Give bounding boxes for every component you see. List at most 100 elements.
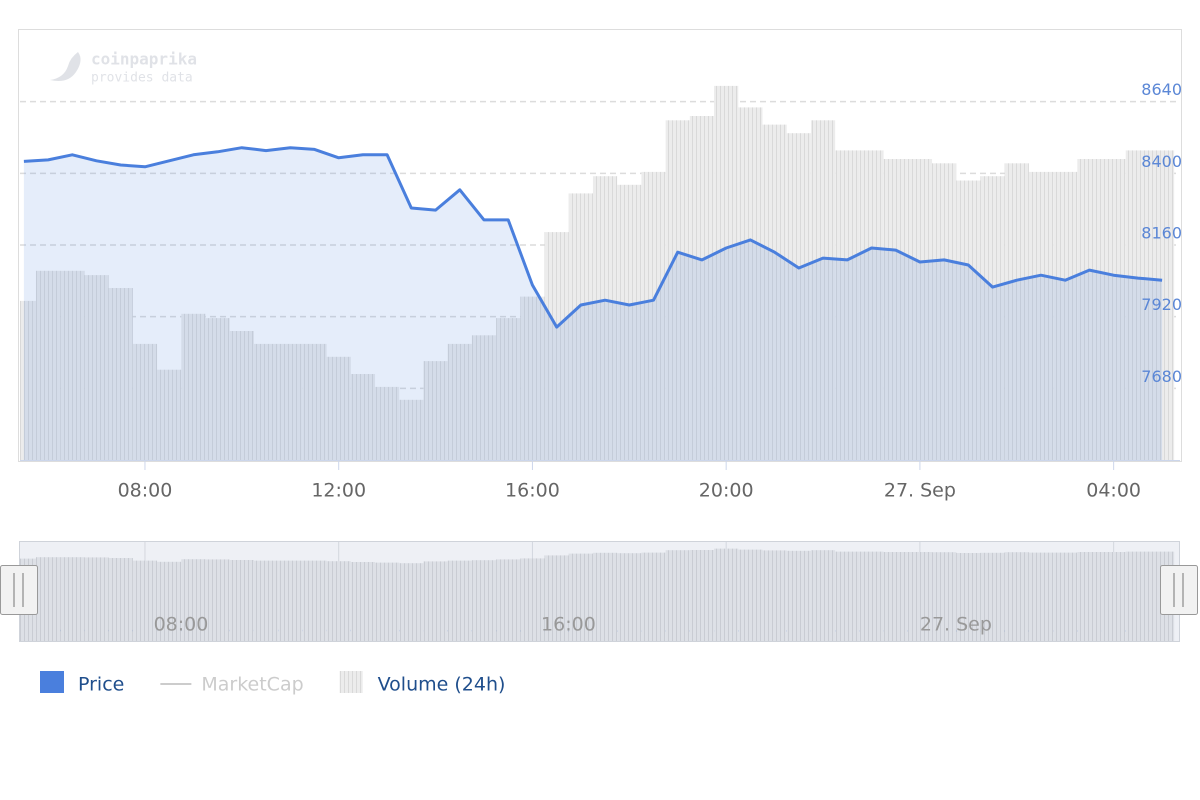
navigator-volume-bar (738, 549, 763, 641)
navigator-volume-bar (1077, 552, 1102, 641)
volume-bar (520, 296, 545, 460)
volume-bar (181, 313, 206, 460)
navigator-volume-bar (302, 560, 327, 641)
volume-bar (302, 343, 327, 460)
navigator-volume-bar (1053, 552, 1078, 641)
navigator-volume-bar (447, 560, 472, 641)
navigator-volume-bar (326, 561, 351, 641)
volume-bar (496, 318, 521, 460)
navigator-volume-bar (1028, 552, 1054, 641)
volume-bar (20, 300, 36, 460)
navigator-volume-bar (592, 552, 618, 641)
volume-bar (544, 232, 569, 460)
navigator-volume-bar (835, 551, 860, 641)
navigator-handle[interactable] (0, 565, 38, 615)
volume-bar (1028, 171, 1054, 460)
volume-bar (278, 343, 303, 460)
volume-bar (592, 176, 618, 460)
navigator-volume-bar (229, 560, 254, 641)
volume-bar (665, 120, 690, 461)
navigator-volume-bar (471, 560, 497, 641)
volume-bar (375, 386, 400, 460)
volume-bar (617, 184, 642, 461)
y-tick-label: 8160 (1141, 224, 1182, 243)
legend-item[interactable]: MarketCap (160, 674, 304, 696)
y-tick-label: 7920 (1141, 295, 1182, 314)
navigator-volume-bar (205, 559, 230, 641)
navigator-volume-bar (520, 558, 545, 641)
navigator-volume-bar (423, 561, 448, 641)
legend-label: MarketCap (201, 674, 303, 696)
legend-label: Volume (24h) (378, 674, 506, 696)
volume-bar (641, 171, 666, 460)
volume-bar (423, 361, 448, 460)
volume-bar (714, 85, 739, 461)
navigator-volume-bar (932, 552, 957, 641)
volume-bar (1053, 171, 1078, 460)
y-tick-label: 8640 (1141, 80, 1182, 99)
navigator-volume-bar (350, 562, 376, 641)
navigator-volume-bar (641, 552, 666, 641)
x-tick-label: 20:00 (699, 480, 754, 502)
volume-bar (132, 343, 158, 460)
volume-bar (60, 270, 85, 460)
y-tick-label: 8400 (1141, 152, 1182, 171)
navigator-volume-bar (375, 562, 400, 641)
legend-swatch (40, 671, 64, 693)
navigator-volume-bar (84, 557, 109, 641)
navigator-volume-bar (544, 555, 569, 641)
volume-bar (689, 116, 715, 460)
navigator-volume-bar (157, 561, 182, 641)
volume-bar (859, 150, 884, 460)
navigator-volume-bar (883, 552, 908, 641)
navigator-tick-label: 08:00 (154, 614, 209, 636)
navigator-volume-bar (108, 558, 133, 641)
navigator-volume-bar (762, 550, 787, 641)
x-tick-label: 08:00 (118, 480, 173, 502)
volume-bar (84, 275, 109, 460)
navigator-tick-label: 27. Sep (920, 614, 992, 636)
volume-bar (956, 180, 981, 460)
volume-bar (1125, 150, 1150, 460)
volume-bar (157, 369, 182, 460)
volume-bar (205, 318, 230, 460)
volume-bar (1077, 159, 1102, 460)
volume-bar (907, 159, 933, 460)
navigator-volume-bar (786, 550, 811, 641)
volume-bar (253, 343, 279, 460)
navigator-volume-bar (810, 550, 836, 641)
volume-bar (738, 107, 763, 461)
legend-item[interactable]: Volume (24h) (339, 671, 506, 696)
volume-bar (399, 399, 424, 460)
navigator-volume-bar (714, 548, 739, 641)
volume-bar (229, 331, 254, 460)
watermark: coinpaprika provides data (50, 50, 197, 86)
volume-bar (883, 159, 908, 460)
volume-bar (786, 133, 811, 460)
volume-bar (932, 163, 957, 461)
volume-bar (835, 150, 860, 460)
watermark-tagline: provides data (91, 71, 193, 86)
navigator-volume-bar (859, 551, 884, 641)
watermark-logo (50, 52, 81, 81)
navigator-handle[interactable] (1160, 565, 1198, 615)
navigator-volume-bar (665, 550, 690, 641)
price-line (23, 146, 1163, 329)
volume-bar (568, 193, 593, 460)
legend-item[interactable]: Price (40, 671, 124, 696)
watermark-name: coinpaprika (91, 50, 197, 69)
legend-swatch (339, 671, 363, 693)
navigator-tick-label: 16:00 (541, 614, 596, 636)
navigator-volume-bar (278, 560, 303, 641)
volume-bar (1101, 159, 1126, 460)
navigator-volume-bar (60, 557, 85, 641)
volume-bar (980, 176, 1005, 460)
navigator-volume-bar (496, 559, 521, 641)
volume-bar (810, 120, 836, 461)
x-tick-label: 04:00 (1086, 480, 1141, 502)
navigator-volume-bar (617, 553, 642, 641)
volume-bar (1149, 150, 1175, 460)
navigator-volume-bar (980, 552, 1005, 641)
